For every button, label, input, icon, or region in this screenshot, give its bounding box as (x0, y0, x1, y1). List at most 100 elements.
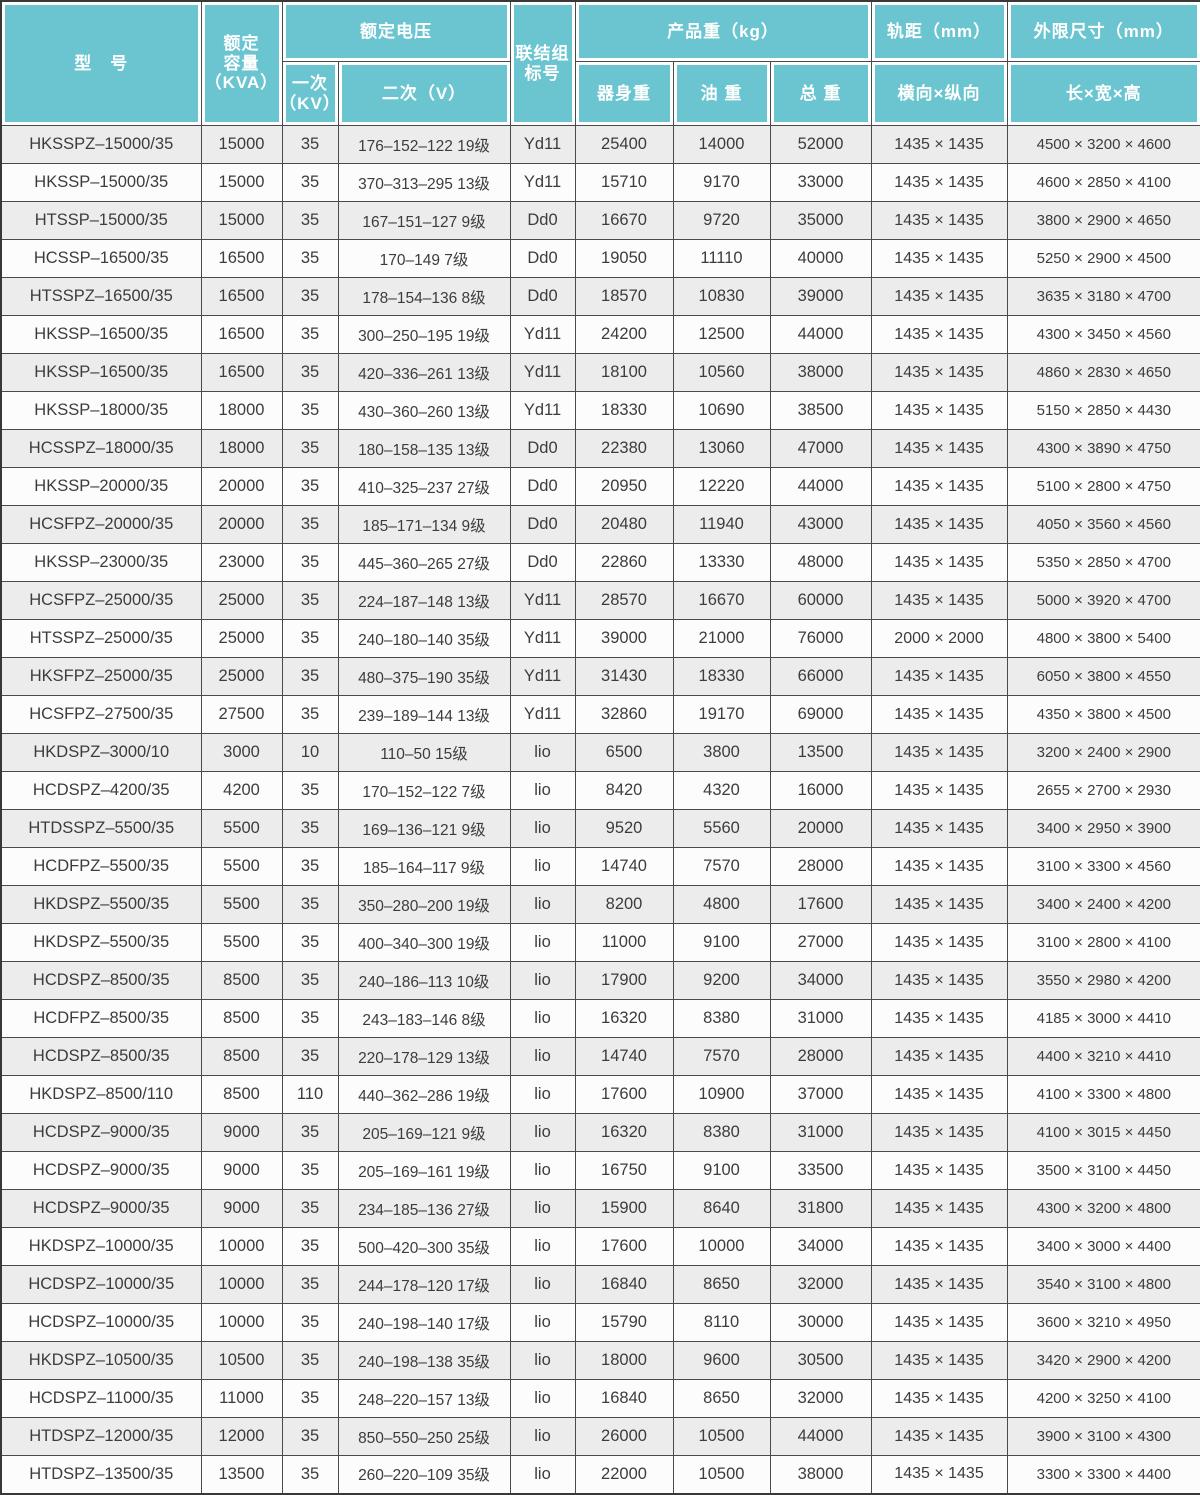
body-weight-cell: 15900 (574, 1189, 674, 1228)
primary-kv-cell: 35 (281, 163, 339, 202)
dims-cell: 4300 × 3450 × 4560 (1006, 315, 1200, 354)
model-cell: HKDSPZ–10500/35 (0, 1341, 202, 1380)
oil-weight-cell: 3800 (672, 733, 771, 772)
connection-group-cell: Yd11 (509, 353, 576, 392)
table-body: HKSSPZ–15000/35 15000 35 176–152–122 19级… (0, 125, 1200, 1494)
model-cell: HKSSP–15000/35 (0, 163, 202, 202)
secondary-v-cell: 239–189–144 13级 (337, 695, 511, 734)
secondary-v-cell: 480–375–190 35级 (337, 657, 511, 696)
connection-group-cell: lio (509, 1113, 576, 1152)
gauge-cell: 1435 × 1435 (870, 1227, 1008, 1266)
dims-cell: 3635 × 3180 × 4700 (1006, 277, 1200, 316)
connection-group-cell: lio (509, 1075, 576, 1114)
table-row: HTSSPZ–25000/35 25000 35 240–180–140 35级… (0, 619, 1200, 658)
connection-group-cell: Dd0 (509, 277, 576, 316)
primary-kv-cell: 35 (281, 809, 339, 848)
gauge-cell: 1435 × 1435 (870, 201, 1008, 240)
model-cell: HCDSPZ–4200/35 (0, 771, 202, 810)
table-row: HKSSP–16500/35 16500 35 420–336–261 13级 … (0, 353, 1200, 392)
secondary-v-cell: 178–154–136 8级 (337, 277, 511, 316)
secondary-v-cell: 205–169–161 19级 (337, 1151, 511, 1190)
dims-cell: 4100 × 3300 × 4800 (1006, 1075, 1200, 1114)
col-header-rated-voltage-label: 额定电压 (285, 5, 507, 58)
oil-weight-cell: 12500 (672, 315, 771, 354)
table-row: HCSSPZ–18000/35 18000 35 180–158–135 13级… (0, 429, 1200, 468)
secondary-v-cell: 205–169–121 9级 (337, 1113, 511, 1152)
table-row: HCSFPZ–20000/35 20000 35 185–171–134 9级 … (0, 505, 1200, 544)
col-header-oil-weight: 油 重 (672, 61, 771, 126)
col-header-connection-group-label: 联结组 标号 (513, 5, 572, 122)
body-weight-cell: 15710 (574, 163, 674, 202)
gauge-cell: 1435 × 1435 (870, 1379, 1008, 1418)
primary-kv-cell: 35 (281, 999, 339, 1038)
model-cell: HKDSPZ–3000/10 (0, 733, 202, 772)
body-weight-cell: 18100 (574, 353, 674, 392)
secondary-v-cell: 240–186–113 10级 (337, 961, 511, 1000)
total-weight-cell: 60000 (769, 581, 872, 620)
total-weight-cell: 32000 (769, 1379, 872, 1418)
table-row: HCDSPZ–9000/35 9000 35 234–185–136 27级 l… (0, 1189, 1200, 1228)
secondary-v-cell: 370–313–295 13级 (337, 163, 511, 202)
gauge-cell: 1435 × 1435 (870, 505, 1008, 544)
table-row: HCDSPZ–8500/35 8500 35 240–186–113 10级 l… (0, 961, 1200, 1000)
connection-group-cell: lio (509, 961, 576, 1000)
col-header-dims-label: 外限尺寸（mm） (1010, 5, 1198, 58)
table-row: HKDSPZ–8500/110 8500 110 440–362–286 19级… (0, 1075, 1200, 1114)
model-cell: HCSFPZ–25000/35 (0, 581, 202, 620)
connection-group-cell: lio (509, 1341, 576, 1380)
total-weight-cell: 39000 (769, 277, 872, 316)
model-cell: HCSFPZ–20000/35 (0, 505, 202, 544)
primary-kv-cell: 35 (281, 1265, 339, 1304)
table-row: HTSSP–15000/35 15000 35 167–151–127 9级 D… (0, 201, 1200, 240)
body-weight-cell: 8200 (574, 885, 674, 924)
primary-kv-cell: 35 (281, 505, 339, 544)
capacity-cell: 13500 (200, 1455, 283, 1494)
model-cell: HCSSPZ–18000/35 (0, 429, 202, 468)
oil-weight-cell: 4320 (672, 771, 771, 810)
connection-group-cell: lio (509, 1227, 576, 1266)
body-weight-cell: 22000 (574, 1455, 674, 1494)
oil-weight-cell: 8380 (672, 999, 771, 1038)
table-row: HKSSP–15000/35 15000 35 370–313–295 13级 … (0, 163, 1200, 202)
connection-group-cell: lio (509, 1303, 576, 1342)
primary-kv-cell: 35 (281, 467, 339, 506)
oil-weight-cell: 8650 (672, 1379, 771, 1418)
table-row: HTDSPZ–13500/35 13500 35 260–220–109 35级… (0, 1455, 1200, 1494)
secondary-v-cell: 185–164–117 9级 (337, 847, 511, 886)
body-weight-cell: 25400 (574, 125, 674, 164)
col-header-capacity: 额定 容量 （KVA） (200, 0, 283, 126)
table-row: HCDSPZ–9000/35 9000 35 205–169–161 19级 l… (0, 1151, 1200, 1190)
table-row: HTDSPZ–12000/35 12000 35 850–550–250 25级… (0, 1417, 1200, 1456)
primary-kv-cell: 35 (281, 1417, 339, 1456)
body-weight-cell: 18330 (574, 391, 674, 430)
total-weight-cell: 27000 (769, 923, 872, 962)
primary-kv-cell: 35 (281, 315, 339, 354)
dims-cell: 4860 × 2830 × 4650 (1006, 353, 1200, 392)
connection-group-cell: Dd0 (509, 201, 576, 240)
secondary-v-cell: 300–250–195 19级 (337, 315, 511, 354)
col-header-product-weight-label: 产品重（kg） (578, 5, 868, 58)
table-row: HKDSPZ–5500/35 5500 35 350–280–200 19级 l… (0, 885, 1200, 924)
oil-weight-cell: 9720 (672, 201, 771, 240)
primary-kv-cell: 35 (281, 1379, 339, 1418)
total-weight-cell: 32000 (769, 1265, 872, 1304)
table-row: HCSSP–16500/35 16500 35 170–149 7级 Dd0 1… (0, 239, 1200, 278)
total-weight-cell: 44000 (769, 1417, 872, 1456)
capacity-cell: 8500 (200, 1075, 283, 1114)
body-weight-cell: 15790 (574, 1303, 674, 1342)
connection-group-cell: lio (509, 1151, 576, 1190)
capacity-cell: 16500 (200, 277, 283, 316)
body-weight-cell: 8420 (574, 771, 674, 810)
connection-group-cell: Yd11 (509, 581, 576, 620)
connection-group-cell: Yd11 (509, 695, 576, 734)
oil-weight-cell: 10500 (672, 1417, 771, 1456)
secondary-v-cell: 180–158–135 13级 (337, 429, 511, 468)
model-cell: HTSSP–15000/35 (0, 201, 202, 240)
dims-cell: 4400 × 3210 × 4410 (1006, 1037, 1200, 1076)
capacity-cell: 4200 (200, 771, 283, 810)
total-weight-cell: 40000 (769, 239, 872, 278)
oil-weight-cell: 13330 (672, 543, 771, 582)
capacity-cell: 10000 (200, 1227, 283, 1266)
body-weight-cell: 19050 (574, 239, 674, 278)
